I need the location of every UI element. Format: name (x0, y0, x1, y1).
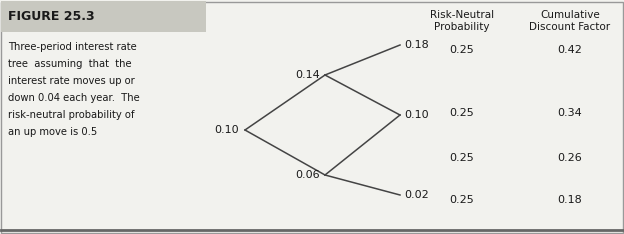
Text: FIGURE 25.3: FIGURE 25.3 (8, 11, 95, 23)
Text: 0.25: 0.25 (450, 108, 474, 118)
Text: Discount Factor: Discount Factor (529, 22, 610, 32)
Text: 0.10: 0.10 (404, 110, 429, 120)
Text: Three-period interest rate: Three-period interest rate (8, 42, 137, 52)
Text: interest rate moves up or: interest rate moves up or (8, 76, 135, 86)
Text: 0.25: 0.25 (450, 153, 474, 163)
Text: 0.14: 0.14 (295, 70, 320, 80)
Text: an up move is 0.5: an up move is 0.5 (8, 127, 97, 137)
Text: down 0.04 each year.  The: down 0.04 each year. The (8, 93, 140, 103)
Text: 0.18: 0.18 (404, 40, 429, 50)
Text: 0.06: 0.06 (295, 170, 320, 180)
Text: Risk-Neutral: Risk-Neutral (430, 10, 494, 20)
Text: 0.25: 0.25 (450, 45, 474, 55)
Text: Probability: Probability (434, 22, 490, 32)
Text: 0.25: 0.25 (450, 195, 474, 205)
Text: tree  assuming  that  the: tree assuming that the (8, 59, 132, 69)
Text: 0.02: 0.02 (404, 190, 429, 200)
Text: Cumulative: Cumulative (540, 10, 600, 20)
Text: 0.10: 0.10 (215, 125, 239, 135)
Text: 0.42: 0.42 (558, 45, 582, 55)
Bar (1, 1, 206, 32)
Text: 0.34: 0.34 (558, 108, 582, 118)
Text: risk-neutral probability of: risk-neutral probability of (8, 110, 135, 120)
Text: 0.18: 0.18 (558, 195, 582, 205)
Text: 0.26: 0.26 (558, 153, 582, 163)
